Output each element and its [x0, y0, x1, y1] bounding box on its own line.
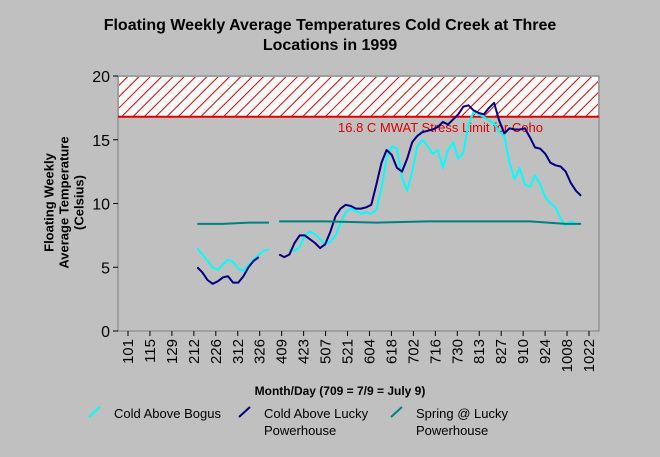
y-tick-label: 10	[92, 197, 110, 214]
legend-item-spring-lucky: Spring @ Lucky Powerhouse	[390, 405, 556, 439]
threshold-band	[119, 77, 598, 117]
x-tick-label: 716	[427, 339, 444, 364]
y-axis-label-line-2: Average Temperature	[56, 136, 72, 269]
legend-label-cold-above-lucky: Cold Above Lucky Powerhouse	[264, 406, 369, 438]
y-tick-label: 20	[92, 69, 110, 86]
legend-swatch-cold-above-bogus	[88, 406, 101, 418]
x-tick-label: 813	[471, 339, 488, 364]
x-tick-label: 101	[120, 339, 137, 364]
chart-title-line-1: Floating Weekly Average Temperatures Col…	[103, 17, 557, 34]
y-tick-label: 5	[101, 260, 110, 277]
x-tick-label: 924	[537, 339, 554, 364]
x-tick-label: 115	[142, 339, 159, 363]
legend-label-cold-above-bogus: Cold Above Bogus	[114, 406, 221, 421]
y-axis-label-line-1: Floating Weekly	[41, 153, 57, 252]
x-tick-label: 423	[296, 339, 313, 364]
x-tick-label: 1022	[581, 339, 598, 372]
legend-swatch-cold-above-lucky	[238, 406, 251, 418]
series-line-2-1	[279, 220, 582, 225]
threshold-label: 16.8 C MWAT Stress Limit for Coho	[338, 120, 543, 135]
x-tick-label: 129	[164, 339, 181, 364]
series-line-1-0	[196, 256, 260, 285]
x-tick-label: 702	[405, 339, 422, 364]
legend-item-cold-above-bogus: Cold Above Bogus	[88, 405, 244, 422]
x-axis-label: Month/Day (709 = 7/9 = July 9)	[254, 384, 426, 398]
series-line-0-1	[289, 110, 577, 252]
x-tick-label: 1008	[559, 339, 576, 372]
x-tick-label: 910	[515, 339, 532, 364]
legend-swatch-spring-lucky	[390, 406, 403, 418]
x-tick-label: 312	[230, 339, 247, 364]
x-tick-label: 730	[449, 339, 466, 364]
x-tick-label: 827	[493, 339, 510, 364]
x-tick-label: 507	[318, 339, 335, 364]
legend-label-spring-lucky: Spring @ Lucky Powerhouse	[416, 406, 508, 438]
x-tick-label: 618	[383, 339, 400, 364]
x-tick-label: 409	[274, 339, 291, 364]
x-tick-label: 226	[208, 339, 225, 364]
series-line-1-1	[278, 101, 582, 259]
chart-title-line-2: Locations in 1999	[262, 37, 398, 54]
chart-title: Floating Weekly Average Temperatures Col…	[0, 16, 660, 56]
y-tick-label: 15	[92, 133, 110, 150]
series-line-2-0	[197, 221, 269, 225]
x-tick-label: 212	[186, 339, 203, 364]
y-axis-label: Floating Weekly Average Temperature (Cel…	[42, 113, 87, 293]
plot-area	[117, 75, 600, 332]
series-line-0-0	[196, 247, 270, 273]
x-tick-label: 521	[340, 339, 357, 364]
y-axis-label-line-3: (Celsius)	[71, 175, 87, 230]
x-tick-label: 604	[361, 339, 378, 364]
y-tick-label: 0	[101, 324, 110, 341]
x-tick-label: 326	[252, 339, 269, 364]
legend-item-cold-above-lucky: Cold Above Lucky Powerhouse	[238, 405, 394, 439]
